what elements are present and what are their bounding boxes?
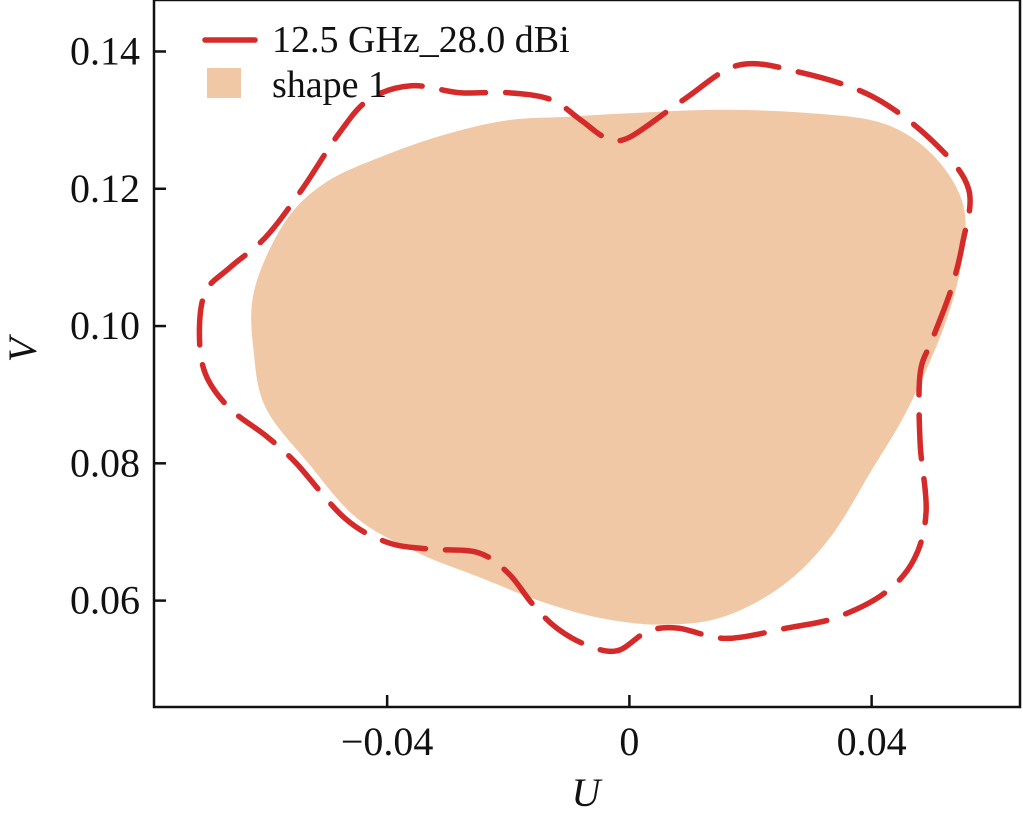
x-axis-title: U <box>572 770 604 815</box>
legend: 12.5 GHz_28.0 dBi shape 1 <box>202 19 570 106</box>
x-axis: −0.04 0 0.04 <box>341 695 907 764</box>
legend-swatch-filled <box>207 68 241 98</box>
legend-label-series-1: 12.5 GHz_28.0 dBi <box>272 19 570 61</box>
dashed-contour-line <box>196 60 973 655</box>
y-axis-title: V <box>0 333 45 362</box>
y-tick-label: 0.14 <box>70 28 140 73</box>
y-tick-label: 0.10 <box>70 303 140 348</box>
x-tick-label: −0.04 <box>341 719 434 764</box>
legend-label-series-2: shape 1 <box>272 64 387 106</box>
plot-frame <box>152 0 1022 709</box>
series-layer <box>196 60 973 655</box>
y-axis: 0.06 0.08 0.10 0.12 0.14 <box>70 28 166 623</box>
x-tick-label: 0 <box>619 719 639 764</box>
x-tick-label: 0.04 <box>837 719 907 764</box>
y-tick-label: 0.06 <box>70 578 140 623</box>
y-tick-label: 0.08 <box>70 440 140 485</box>
y-tick-label: 0.12 <box>70 166 140 211</box>
shape-1-area <box>251 109 966 625</box>
